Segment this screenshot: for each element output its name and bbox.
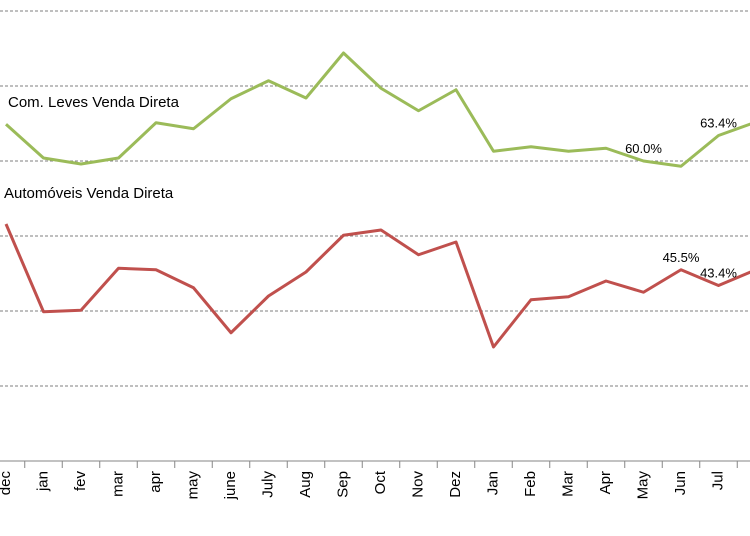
x-tick-label: Dez: [447, 471, 464, 498]
x-tick-label: Jun: [672, 471, 689, 495]
data-label: 45.5%: [663, 250, 700, 265]
x-tick-label: june: [222, 471, 239, 500]
x-tick-label: Apr: [597, 471, 614, 494]
x-tick-label: Feb: [522, 471, 539, 497]
x-tick-label: mar: [109, 471, 126, 497]
line-series: [4, 223, 750, 349]
data-label: 63.4%: [700, 116, 737, 131]
x-tick-label: May: [634, 471, 651, 500]
x-tick-label: apr: [147, 471, 164, 493]
x-tick-label: may: [184, 471, 201, 500]
x-tick-label: Oct: [372, 470, 389, 494]
data-label: 60.0%: [625, 141, 662, 156]
x-tick-label: Jul: [709, 471, 726, 490]
x-tick-label: dec: [0, 471, 14, 496]
series-label: Com. Leves Venda Direta: [8, 94, 180, 111]
series-label: Automóveis Venda Direta: [4, 185, 174, 202]
data-label: 43.4%: [700, 266, 737, 281]
line-series: [4, 51, 750, 168]
x-tick-label: Mar: [559, 471, 576, 497]
x-tick-label: July: [259, 471, 276, 498]
x-tick-label: Sep: [334, 471, 351, 498]
x-tick-label: jan: [34, 471, 51, 492]
x-tick-label: Nov: [409, 471, 426, 498]
x-tick-label: Jan: [484, 471, 501, 495]
x-tick-label: fev: [72, 471, 89, 492]
x-tick-label: Aug: [297, 471, 314, 498]
